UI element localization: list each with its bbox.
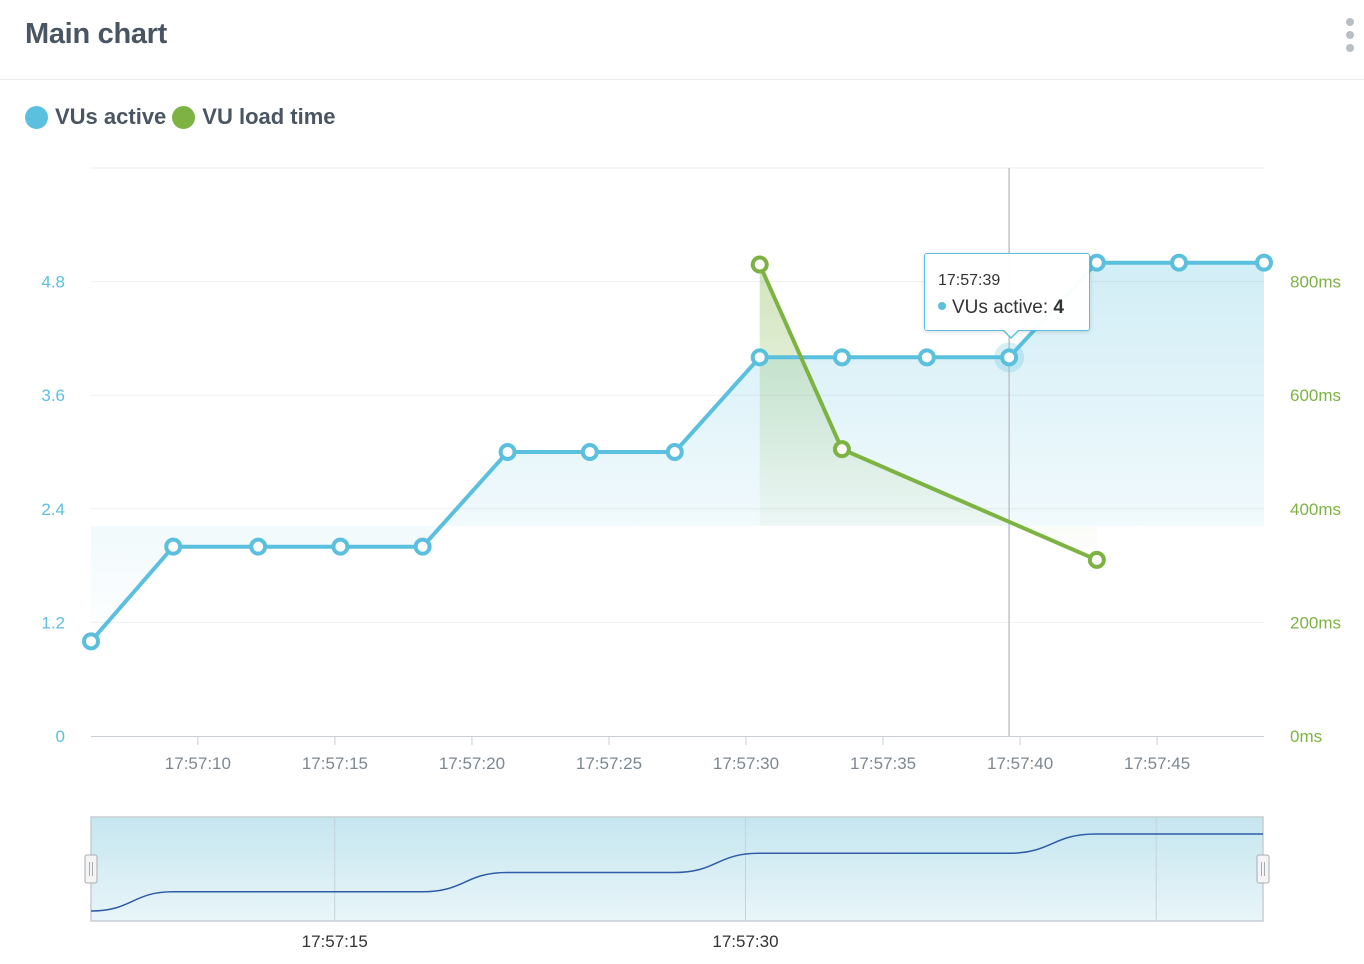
data-point[interactable] [1000,348,1019,367]
x-tick-label: 17:57:20 [439,754,505,773]
navigator-tick-label: 17:57:15 [302,932,368,951]
y-left-tick-label: 0 [56,727,65,746]
x-tick-label: 17:57:45 [1124,754,1190,773]
data-point[interactable] [164,537,183,556]
data-point[interactable] [498,443,517,461]
kebab-menu-icon[interactable] [1340,18,1360,52]
tooltip-value: 4 [1053,297,1064,318]
navigator-window [90,816,1264,922]
data-point[interactable] [665,443,684,461]
y-right-tick-label: 800ms [1290,273,1341,292]
x-tick-label: 17:57:10 [165,754,231,773]
y-axis-left: 0 1.2 2.4 3.6 4.8 [41,273,65,746]
x-tick-label: 17:57:40 [987,754,1053,773]
navigator-left-handle[interactable] [84,854,98,884]
x-tick-label: 17:57:25 [576,754,642,773]
y-left-tick-label: 3.6 [41,386,65,405]
x-tick-label: 17:57:30 [713,754,779,773]
tooltip-time: 17:57:39 [938,272,1001,289]
legend-label: VU load time [202,104,336,129]
series-area [759,264,1097,560]
handle-body [84,854,98,884]
data-point[interactable] [249,537,268,556]
chart-header: Main chart [0,0,1364,80]
tooltip-arrow-inner [1003,329,1019,337]
data-point[interactable] [1087,550,1106,569]
navigator-tick-label: 17:57:30 [712,932,778,951]
data-point[interactable] [1087,253,1106,272]
series-points[interactable] [82,253,1273,651]
legend-item-vu-load-time[interactable]: VU load time [172,104,336,130]
y-right-tick-label: 600ms [1290,386,1341,405]
y-right-tick-label: 200ms [1290,613,1341,632]
tooltip: 17:57:39 VUs active: 4 [924,253,1090,331]
data-point[interactable] [413,537,432,556]
x-tick-label: 17:57:15 [302,754,368,773]
page-title: Main chart [25,18,168,50]
tooltip-series: VUs active [952,297,1043,318]
navigator-series-line [90,833,1263,912]
y-right-tick-label: 0ms [1290,727,1322,746]
x-tick-label: 17:57:35 [850,754,916,773]
x-axis: 17:57:10 17:57:15 17:57:20 17:57:25 17:57:30… [91,736,1264,773]
tooltip-dot-icon [938,301,946,310]
legend-dot-icon [172,105,196,129]
navigator-right-handle[interactable] [1256,854,1270,884]
y-left-tick-label: 1.2 [41,613,65,632]
handle-body [1256,854,1270,884]
legend-dot-icon [25,105,48,129]
data-point[interactable] [580,443,599,461]
data-point[interactable] [917,348,936,367]
tooltip-line: VUs active: 4 [938,297,1064,319]
data-point[interactable] [1170,253,1189,272]
legend-item-vus-active[interactable]: VUs active [25,104,166,130]
data-point[interactable] [1255,253,1273,272]
y-left-tick-label: 2.4 [41,500,65,519]
legend-label: VUs active [55,104,167,129]
navigator[interactable]: 17:57:15 17:57:30 [84,816,1270,951]
data-point[interactable] [82,632,100,651]
data-point[interactable] [832,348,851,367]
y-right-tick-label: 400ms [1290,500,1341,519]
data-point[interactable] [331,537,350,556]
y-axis-right: 0ms 200ms 400ms 600ms 800ms [1290,273,1341,746]
y-left-tick-label: 4.8 [41,273,65,292]
chart-legend: VUs active VU load time [25,102,342,132]
data-point[interactable] [750,255,769,274]
data-point[interactable] [832,440,851,459]
data-point[interactable] [750,348,769,367]
